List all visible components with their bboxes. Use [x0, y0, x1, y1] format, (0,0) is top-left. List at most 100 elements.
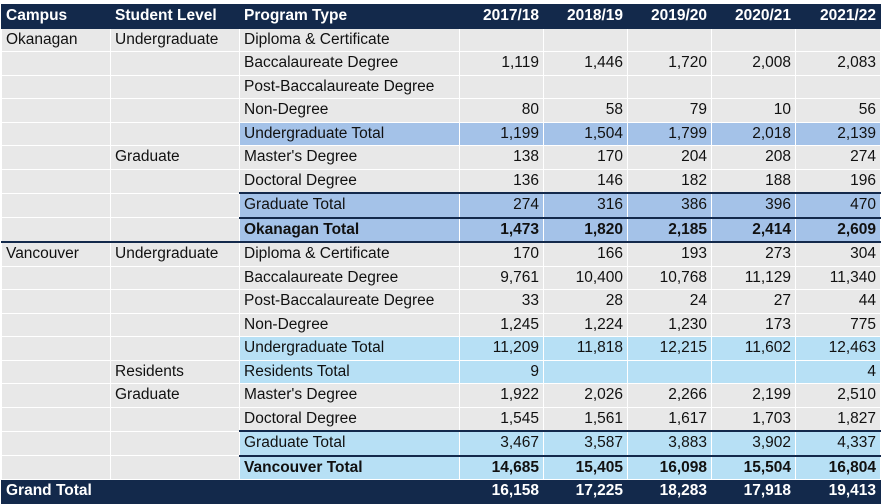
value-cell — [795, 27, 881, 52]
program-cell: Post-Baccalaureate Degree — [239, 289, 460, 314]
value-cell: 79 — [627, 98, 712, 123]
value-cell: 146 — [543, 168, 628, 194]
level-cell — [110, 192, 240, 218]
grand-total-row: Grand Total 16,158 17,225 18,283 17,918 … — [1, 479, 881, 504]
value-cell — [711, 27, 796, 52]
header-2020-21: 2020/21 — [711, 4, 796, 29]
value-cell: 2,510 — [795, 383, 881, 408]
value-cell: 11,602 — [711, 336, 796, 361]
value-cell: 1,446 — [543, 51, 628, 76]
campus-cell — [1, 145, 111, 170]
enrolment-table-container: Campus Student Level Program Type 2017/1… — [1, 4, 881, 504]
level-cell — [110, 74, 240, 99]
value-cell: 1,827 — [795, 406, 881, 432]
subtotal-row: Graduate Total 274 316 386 396 470 — [1, 192, 881, 218]
value-cell: 16,804 — [795, 454, 881, 480]
value-cell: 1,720 — [627, 51, 712, 76]
program-cell: Non-Degree — [239, 312, 460, 337]
value-cell — [711, 359, 796, 384]
value-cell: 3,883 — [627, 430, 712, 456]
campus-cell — [1, 359, 111, 384]
campus-cell — [1, 312, 111, 337]
header-student-level: Student Level — [110, 4, 240, 29]
value-cell: 12,215 — [627, 336, 712, 361]
value-cell: 28 — [543, 289, 628, 314]
enrolment-table: Campus Student Level Program Type 2017/1… — [1, 4, 881, 504]
value-cell: 470 — [795, 192, 881, 218]
value-cell: 33 — [459, 289, 544, 314]
level-cell: Graduate — [110, 145, 240, 170]
value-cell: 15,504 — [711, 454, 796, 480]
value-cell: 2,008 — [711, 51, 796, 76]
level-cell — [110, 51, 240, 76]
program-cell: Doctoral Degree — [239, 406, 460, 432]
program-cell: Residents Total — [239, 359, 460, 384]
value-cell: 1,199 — [459, 121, 544, 146]
value-cell: 1,245 — [459, 312, 544, 337]
value-cell: 1,617 — [627, 406, 712, 432]
value-cell: 4,337 — [795, 430, 881, 456]
grand-total-value: 19,413 — [795, 479, 881, 504]
value-cell: 1,561 — [543, 406, 628, 432]
value-cell: 2,199 — [711, 383, 796, 408]
table-row: Graduate Master's Degree 1,922 2,026 2,2… — [1, 383, 881, 408]
campus-cell — [1, 74, 111, 99]
campus-total-row: Okanagan Total 1,473 1,820 2,185 2,414 2… — [1, 216, 881, 243]
value-cell: 182 — [627, 168, 712, 194]
table-row: Post-Baccalaureate Degree — [1, 74, 881, 99]
value-cell: 3,587 — [543, 430, 628, 456]
value-cell: 138 — [459, 145, 544, 170]
campus-cell — [1, 265, 111, 290]
program-cell: Diploma & Certificate — [239, 241, 460, 267]
campus-cell — [1, 217, 111, 243]
table-row: Baccalaureate Degree 1,119 1,446 1,720 2… — [1, 51, 881, 76]
program-cell: Master's Degree — [239, 383, 460, 408]
subtotal-row: Undergraduate Total 11,209 11,818 12,215… — [1, 336, 881, 361]
header-campus: Campus — [1, 4, 111, 29]
program-cell: Baccalaureate Degree — [239, 265, 460, 290]
value-cell: 304 — [795, 241, 881, 267]
subtotal-row: Undergraduate Total 1,199 1,504 1,799 2,… — [1, 121, 881, 146]
level-cell — [110, 217, 240, 243]
level-cell: Undergraduate — [110, 241, 240, 267]
value-cell — [459, 27, 544, 52]
value-cell: 196 — [795, 168, 881, 194]
value-cell — [795, 74, 881, 99]
value-cell: 2,018 — [711, 121, 796, 146]
value-cell: 11,129 — [711, 265, 796, 290]
value-cell: 1,119 — [459, 51, 544, 76]
level-cell — [110, 98, 240, 123]
campus-cell — [1, 336, 111, 361]
value-cell — [543, 27, 628, 52]
table-row: Graduate Master's Degree 138 170 204 208… — [1, 145, 881, 170]
value-cell: 1,545 — [459, 406, 544, 432]
value-cell: 316 — [543, 192, 628, 218]
value-cell: 11,209 — [459, 336, 544, 361]
value-cell: 56 — [795, 98, 881, 123]
campus-cell — [1, 168, 111, 194]
subtotal-row: Graduate Total 3,467 3,587 3,883 3,902 4… — [1, 430, 881, 456]
value-cell — [627, 359, 712, 384]
value-cell: 14,685 — [459, 454, 544, 480]
value-cell: 9,761 — [459, 265, 544, 290]
value-cell: 3,902 — [711, 430, 796, 456]
value-cell: 1,799 — [627, 121, 712, 146]
campus-cell — [1, 192, 111, 218]
value-cell: 136 — [459, 168, 544, 194]
value-cell: 273 — [711, 241, 796, 267]
program-cell: Baccalaureate Degree — [239, 51, 460, 76]
value-cell: 16,098 — [627, 454, 712, 480]
value-cell: 1,922 — [459, 383, 544, 408]
value-cell: 1,504 — [543, 121, 628, 146]
campus-cell — [1, 430, 111, 456]
value-cell: 11,818 — [543, 336, 628, 361]
value-cell: 27 — [711, 289, 796, 314]
grand-total-value: 18,283 — [627, 479, 712, 504]
table-row: Doctoral Degree 136 146 182 188 196 — [1, 168, 881, 194]
value-cell — [627, 27, 712, 52]
header-program-type: Program Type — [239, 4, 460, 29]
level-cell — [110, 168, 240, 194]
value-cell: 204 — [627, 145, 712, 170]
value-cell: 3,467 — [459, 430, 544, 456]
value-cell: 2,185 — [627, 216, 712, 243]
